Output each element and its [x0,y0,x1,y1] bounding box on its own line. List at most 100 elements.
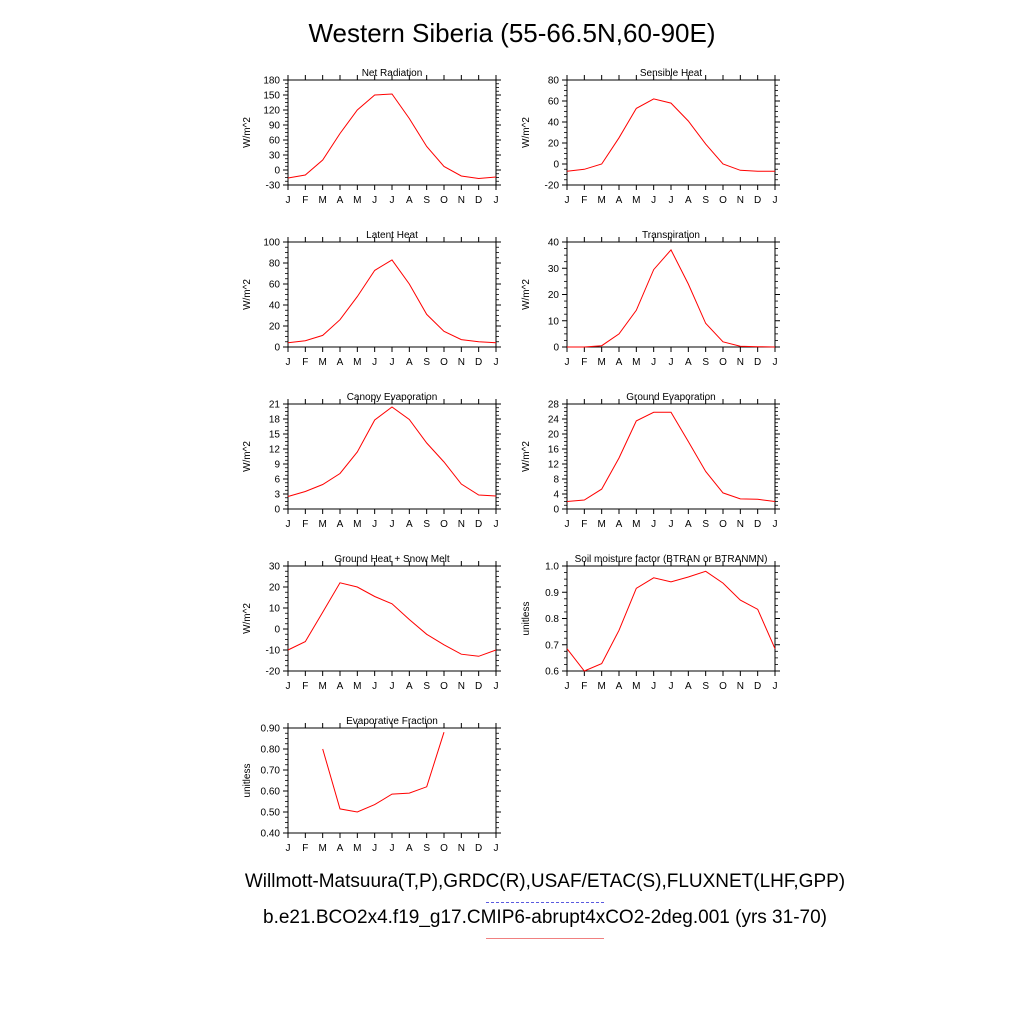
x-tick-label: S [423,681,430,692]
y-tick-label: 21 [269,400,281,411]
x-tick-label: M [597,357,605,368]
x-tick-label: J [372,519,377,530]
x-tick-label: O [719,357,727,368]
x-tick-label: N [737,357,744,368]
y-tick-label: 10 [269,604,281,615]
x-tick-label: F [302,519,308,530]
panel-title: Net Radiation [362,68,423,79]
x-tick-label: S [423,519,430,530]
x-tick-label: J [390,195,395,206]
x-tick-label: O [440,357,448,368]
y-tick-label: 20 [269,322,281,333]
y-tick-label: 12 [269,445,281,456]
x-tick-label: O [719,681,727,692]
x-tick-label: S [423,195,430,206]
x-tick-label: J [286,357,291,368]
x-tick-label: F [581,195,587,206]
x-tick-label: O [719,519,727,530]
x-tick-label: D [754,681,761,692]
panel-title: Soil moisture factor (BTRAN or BTRANMN) [575,554,768,565]
y-tick-label: 24 [548,415,560,426]
x-tick-label: M [597,519,605,530]
x-tick-label: J [651,519,656,530]
y-axis-label: W/m^2 [521,117,532,148]
x-tick-label: J [669,357,674,368]
x-tick-label: D [475,843,482,854]
x-tick-label: M [632,681,640,692]
plot-frame [566,403,776,510]
x-tick-label: D [475,195,482,206]
x-tick-label: J [651,357,656,368]
y-tick-label: 8 [553,475,559,486]
x-tick-label: A [337,519,344,530]
x-tick-label: J [565,195,570,206]
panel-title: Evaporative Fraction [346,716,438,727]
y-axis-label: W/m^2 [242,441,253,472]
y-tick-label: 3 [274,490,280,501]
x-tick-label: D [754,195,761,206]
x-tick-label: J [372,357,377,368]
x-tick-label: N [737,681,744,692]
y-tick-label: 0.6 [545,667,559,678]
x-tick-label: A [406,195,413,206]
y-tick-label: -10 [266,646,281,657]
x-tick-label: J [286,681,291,692]
series-line [287,259,497,344]
plot-frame [566,79,776,186]
x-tick-label: M [318,195,326,206]
x-tick-label: N [737,195,744,206]
y-tick-label: 0.50 [261,808,281,819]
y-tick-label: 10 [548,316,560,327]
y-tick-label: 20 [269,583,281,594]
x-tick-label: A [616,357,623,368]
y-tick-label: 30 [269,562,281,573]
x-tick-label: S [423,357,430,368]
x-tick-label: N [458,519,465,530]
plot-frame [287,403,497,510]
x-tick-label: O [440,843,448,854]
x-tick-label: A [406,681,413,692]
y-axis-label: W/m^2 [521,441,532,472]
y-axis-label: W/m^2 [242,117,253,148]
y-tick-label: 0 [274,505,280,516]
x-tick-label: O [440,519,448,530]
x-tick-label: D [754,357,761,368]
x-tick-label: J [390,843,395,854]
x-tick-label: A [685,519,692,530]
x-tick-label: F [302,681,308,692]
y-tick-label: 0 [274,625,280,636]
y-tick-label: 0.7 [545,640,559,651]
series-line [566,98,775,172]
x-tick-label: M [353,681,361,692]
x-tick-label: N [458,843,465,854]
x-tick-label: J [669,519,674,530]
y-tick-label: 80 [548,76,560,87]
y-tick-label: 0.9 [545,588,559,599]
y-tick-label: 0 [274,343,280,354]
series-line [287,582,497,657]
x-tick-label: A [406,357,413,368]
x-tick-label: S [702,357,709,368]
x-tick-label: M [353,195,361,206]
y-tick-label: 0.80 [261,745,281,756]
y-tick-label: 20 [548,139,560,150]
series-line [567,249,776,348]
x-tick-label: F [581,519,587,530]
y-tick-label: 120 [263,106,280,117]
x-tick-label: J [651,195,656,206]
y-tick-label: 100 [263,238,280,249]
x-tick-label: J [773,519,778,530]
x-tick-label: A [337,681,344,692]
x-tick-label: M [353,357,361,368]
x-tick-label: A [337,195,344,206]
x-tick-label: J [494,195,499,206]
x-tick-label: A [685,357,692,368]
y-axis-label: W/m^2 [242,279,253,310]
y-tick-label: 0.60 [261,787,281,798]
series-line [287,93,497,180]
x-tick-label: M [597,681,605,692]
